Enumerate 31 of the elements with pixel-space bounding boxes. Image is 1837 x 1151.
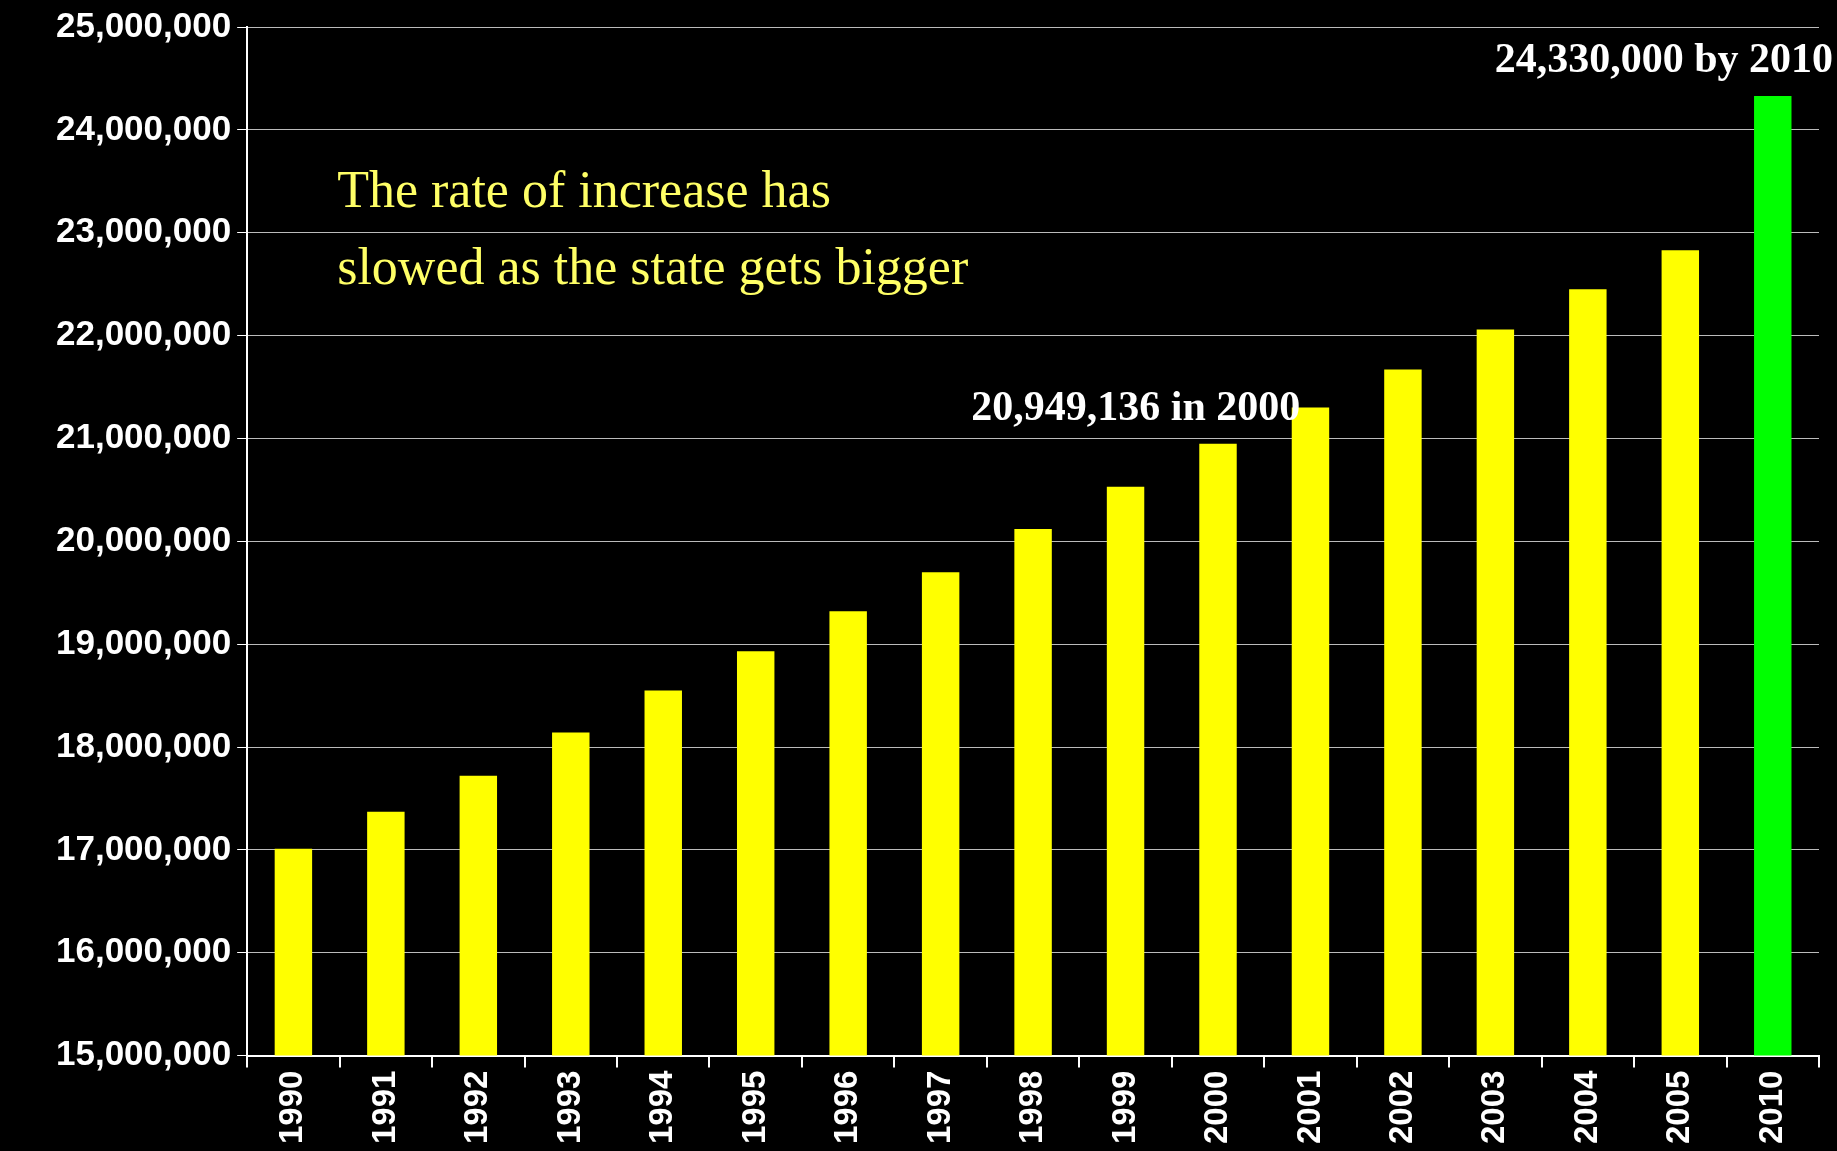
x-tick-label: 1997: [919, 1070, 957, 1145]
x-tick-label: 1991: [364, 1070, 402, 1145]
y-tick-label: 15,000,000: [56, 1033, 232, 1073]
y-tick-label: 24,000,000: [56, 107, 232, 147]
y-tick-label: 22,000,000: [56, 313, 232, 353]
x-tick-label: 2002: [1382, 1070, 1420, 1145]
y-tick-label: 18,000,000: [56, 724, 232, 764]
annotation: The rate of increase has slowed as the state gets bigger: [337, 161, 969, 295]
x-tick-label: 1996: [827, 1070, 865, 1145]
y-tick-label: 19,000,000: [56, 621, 232, 661]
x-tick-label: 2000: [1197, 1070, 1235, 1145]
x-tick-label: 2010: [1751, 1070, 1789, 1145]
x-tick-label: 2003: [1474, 1070, 1512, 1145]
x-tick-label: 1992: [457, 1070, 495, 1145]
y-tick-label: 25,000,000: [56, 4, 232, 44]
x-tick-label: 1995: [734, 1070, 772, 1145]
y-tick-label: 23,000,000: [56, 210, 232, 250]
annotation: 20,949,136 in 2000: [971, 382, 1301, 429]
x-tick-label: 1993: [549, 1070, 587, 1145]
x-tick-label: 1998: [1012, 1070, 1050, 1145]
y-tick-label: 16,000,000: [56, 930, 232, 970]
x-tick-label: 1990: [272, 1070, 310, 1145]
x-tick-label: 2005: [1659, 1070, 1697, 1145]
y-tick-label: 17,000,000: [56, 827, 232, 867]
x-tick-label: 1994: [642, 1069, 680, 1145]
x-tick-label: 1999: [1104, 1070, 1142, 1145]
y-tick-label: 20,000,000: [56, 518, 232, 558]
y-tick-label: 21,000,000: [56, 416, 232, 456]
annotation: 24,330,000 by 2010: [1494, 34, 1833, 81]
x-tick-label: 2004: [1566, 1069, 1604, 1145]
x-tick-label: 2001: [1289, 1070, 1327, 1145]
